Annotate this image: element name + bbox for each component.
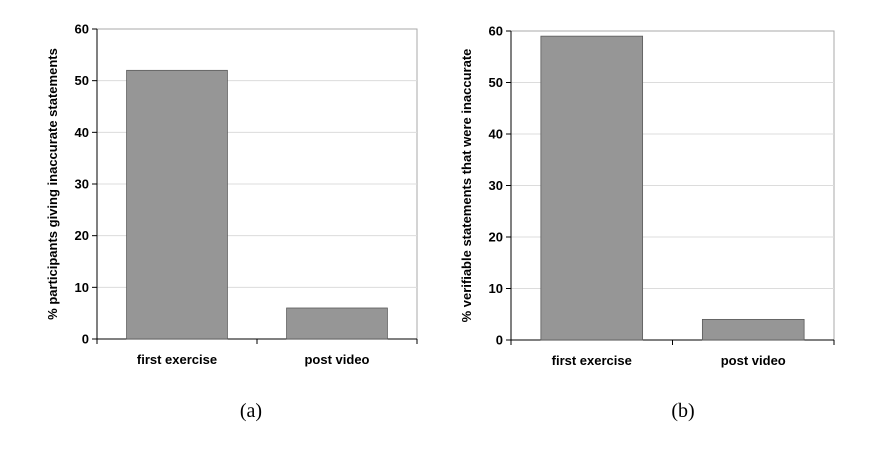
bar-1	[126, 69, 228, 340]
y-tick-label: 20	[75, 228, 89, 243]
panel-label: (b)	[671, 400, 694, 422]
y-tick-label: 40	[75, 125, 89, 140]
bar-2	[701, 318, 805, 341]
y-tick-label: 10	[489, 281, 503, 296]
bar-1	[540, 35, 644, 341]
x-tick-label: first exercise	[137, 352, 217, 367]
chart-a: 0 10 20 30 40 50 60 first exercise post video % p…	[45, 22, 418, 422]
x-tick-label: post video	[304, 352, 369, 367]
y-tick-label: 60	[489, 24, 503, 39]
y-tick-label: 10	[75, 280, 89, 295]
y-tick-label: 50	[489, 75, 503, 90]
y-tick-label: 30	[489, 178, 503, 193]
y-tick-label: 0	[496, 333, 503, 348]
chart-b: 0 10 20 30 40 50 60 first exercise post video % v…	[459, 24, 835, 422]
y-tick-label: 20	[489, 230, 503, 245]
y-tick-label: 30	[75, 177, 89, 192]
y-tick-label: 50	[75, 73, 89, 88]
bar-2	[286, 307, 388, 340]
y-tick-label: 0	[82, 332, 89, 347]
panel-label: (a)	[240, 400, 262, 422]
x-tick-label: post video	[721, 353, 786, 368]
y-axis-label: % verifiable statements that were inaccu…	[459, 49, 474, 323]
y-axis-label: % participants giving inaccurate stateme…	[45, 48, 60, 320]
x-tick-label: first exercise	[552, 353, 632, 368]
y-tick-label: 60	[75, 22, 89, 37]
y-tick-label: 40	[489, 127, 503, 142]
